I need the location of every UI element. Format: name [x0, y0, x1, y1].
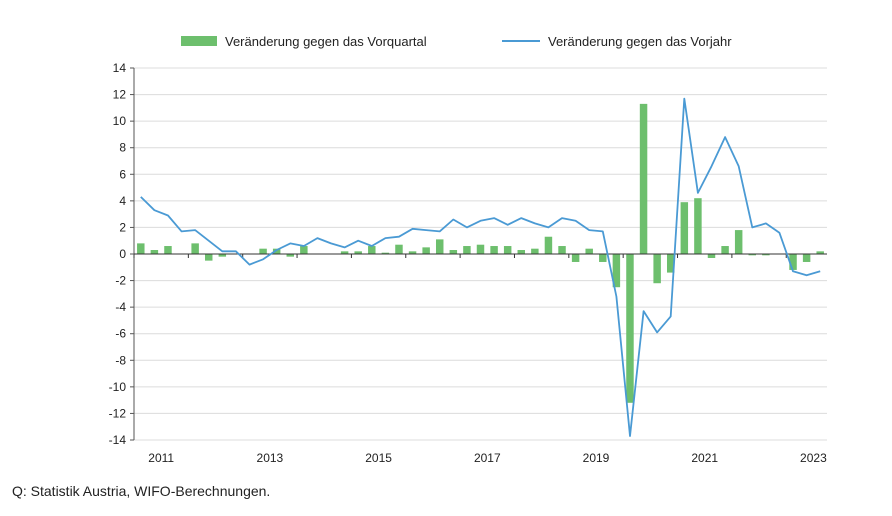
bar	[599, 254, 607, 262]
bar	[666, 254, 675, 273]
bar	[395, 244, 403, 254]
bar	[816, 251, 824, 254]
y-tick-label: 12	[113, 88, 127, 102]
bar	[408, 251, 417, 254]
bar	[789, 254, 797, 270]
x-tick-label: 2021	[691, 451, 718, 465]
bar	[490, 246, 498, 254]
bar	[463, 246, 471, 254]
bar	[435, 239, 444, 254]
bar	[653, 254, 661, 284]
y-tick-label: 8	[119, 141, 126, 155]
legend-line-label: Veränderung gegen das Vorjahr	[548, 34, 732, 49]
bar	[368, 246, 376, 254]
bar	[354, 251, 362, 254]
bar	[748, 254, 757, 256]
x-tick-label: 2017	[474, 451, 501, 465]
bar	[707, 254, 716, 258]
x-tick-label: 2011	[148, 451, 174, 465]
legend-bar-swatch	[181, 36, 217, 46]
bar	[150, 250, 159, 254]
bar	[503, 246, 512, 254]
x-tick-label: 2019	[583, 451, 610, 465]
bar	[680, 202, 689, 254]
bar	[204, 254, 213, 261]
y-tick-label: -14	[109, 433, 127, 447]
bar	[259, 248, 267, 254]
bar	[585, 248, 593, 254]
bar	[164, 246, 172, 254]
y-tick-label: 10	[113, 114, 127, 128]
y-tick-label: 0	[119, 247, 126, 261]
bar	[449, 250, 458, 254]
bar	[531, 248, 539, 254]
bar	[340, 251, 349, 254]
bar	[762, 254, 770, 256]
bar	[626, 254, 634, 403]
source-note: Q: Statistik Austria, WIFO-Berechnungen.	[12, 483, 271, 499]
bar	[734, 230, 743, 254]
y-tick-label: 6	[119, 167, 126, 181]
bar	[721, 246, 729, 254]
bar	[191, 243, 199, 254]
bar	[137, 243, 145, 254]
gridlines	[134, 67, 827, 441]
bar	[612, 254, 621, 288]
x-tick-label: 2023	[800, 451, 827, 465]
bar	[558, 246, 566, 254]
y-axis-ticks: 14 12 10 8 6 4 2 0 -2 -4 -6 -8 -10 -12 -14	[109, 61, 134, 447]
y-tick-label: -2	[115, 274, 126, 288]
line-series	[140, 97, 821, 437]
x-axis-ticks: 2011 2013 2015 2017 2019 2021 2023	[148, 451, 827, 465]
y-tick-label: -12	[109, 406, 127, 420]
bar	[218, 254, 227, 257]
bar	[272, 248, 281, 254]
bar	[286, 254, 295, 257]
bar	[639, 103, 648, 254]
bar	[694, 198, 702, 254]
legend-bar-label: Veränderung gegen das Vorquartal	[225, 34, 427, 49]
y-tick-label: -8	[115, 353, 126, 367]
y-tick-label: 14	[113, 61, 127, 75]
y-tick-label: 2	[119, 220, 126, 234]
bar-series	[137, 103, 824, 403]
x-tick-label: 2015	[365, 451, 392, 465]
legend: Veränderung gegen das Vorquartal Verände…	[181, 34, 732, 49]
series-line	[140, 97, 821, 437]
bar	[300, 246, 308, 254]
bar	[802, 254, 811, 262]
x-tick-label: 2013	[257, 451, 284, 465]
y-tick-label: -10	[109, 380, 127, 394]
bar	[544, 236, 553, 254]
y-tick-label: -6	[115, 327, 126, 341]
bar	[422, 247, 430, 254]
bar	[571, 254, 580, 262]
bar	[476, 244, 485, 254]
bar	[381, 252, 390, 254]
y-tick-label: -4	[115, 300, 126, 314]
bar	[517, 250, 526, 254]
y-tick-label: 4	[119, 194, 126, 208]
